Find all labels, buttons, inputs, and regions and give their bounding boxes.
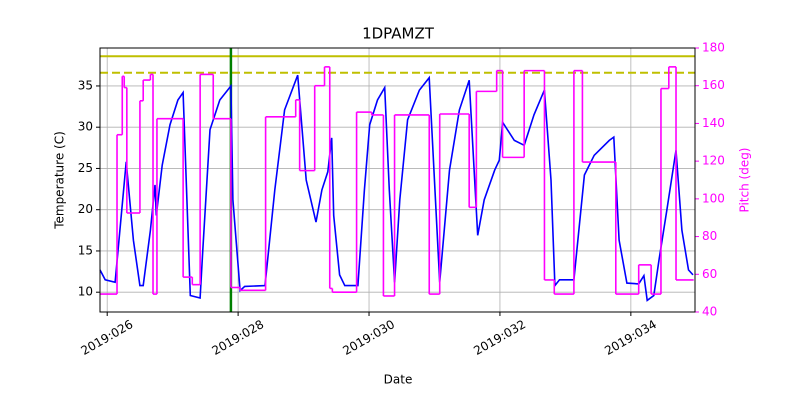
x-tick-label: 2019:032	[471, 317, 528, 358]
chart-title: 1DPAMZT	[362, 25, 435, 43]
y2-tick-label: 60	[702, 267, 717, 281]
y2-tick-label: 160	[702, 78, 725, 92]
x-tick-label: 2019:034	[602, 317, 659, 358]
y2-axis-label: Pitch (deg)	[738, 147, 752, 212]
x-tick-label: 2019:030	[340, 317, 397, 358]
x-tick-label: 2019:026	[79, 317, 136, 358]
y-axis-label: Temperature (C)	[53, 131, 67, 230]
x-axis-label: Date	[384, 373, 413, 387]
y2-tick-label: 140	[702, 116, 725, 130]
y2-tick-label: 120	[702, 154, 725, 168]
x-tick-label: 2019:028	[209, 317, 266, 358]
y2-tick-label: 80	[702, 229, 717, 243]
y2-tick-label: 100	[702, 191, 725, 205]
y-tick-label: 30	[78, 120, 93, 134]
y-tick-label: 15	[78, 243, 93, 257]
y-tick-label: 35	[78, 78, 93, 92]
y-tick-label: 25	[78, 161, 93, 175]
y2-tick-label: 180	[702, 41, 725, 55]
plot-frame	[99, 47, 696, 313]
data-line	[99, 74, 694, 302]
y-tick-label: 20	[78, 202, 93, 216]
y2-tick-label: 40	[702, 305, 717, 319]
y-tick-label: 10	[78, 285, 93, 299]
